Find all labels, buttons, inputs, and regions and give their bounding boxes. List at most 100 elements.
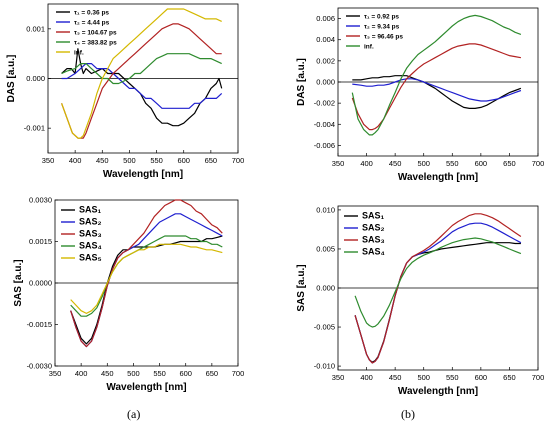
y-tick-label: -0.002 bbox=[314, 99, 335, 108]
x-axis-label: Wavelength [nm] bbox=[398, 172, 478, 183]
x-axis-label: Wavelength [nm] bbox=[106, 382, 186, 393]
legend-entry: SAS₅ bbox=[79, 253, 102, 263]
x-tick-label: 400 bbox=[75, 369, 88, 378]
x-tick-label: 550 bbox=[446, 373, 459, 382]
y-tick-label: 0.004 bbox=[316, 35, 335, 44]
legend-entry: SAS₄ bbox=[79, 241, 102, 251]
y-tick-label: -0.0015 bbox=[27, 320, 52, 329]
legend-entry: SAS₁ bbox=[79, 205, 102, 215]
legend-entry: τ₁ = 0.36 ps bbox=[74, 10, 109, 17]
x-tick-label: 450 bbox=[389, 373, 402, 382]
legend: SAS₁ SAS₂ SAS₃ SAS₄ bbox=[344, 211, 385, 257]
y-tick-label: -0.010 bbox=[314, 362, 335, 371]
legend-entry: SAS₂ bbox=[362, 223, 385, 233]
y-tick-label: 0.010 bbox=[316, 205, 335, 214]
legend-entry: SAS₃ bbox=[79, 229, 102, 239]
legend: SAS₁ SAS₂ SAS₃ SAS₄ SAS₅ bbox=[61, 205, 102, 263]
x-tick-label: 350 bbox=[332, 159, 345, 168]
series-line-4 bbox=[61, 53, 222, 85]
panel-label-b: (b) bbox=[401, 407, 415, 421]
legend-entry: τ₃ = 104.67 ps bbox=[74, 30, 117, 37]
legend-entry: τ₁ = 0.92 ps bbox=[364, 14, 399, 21]
x-axis-label: Wavelength [nm] bbox=[103, 169, 183, 180]
x-tick-label: 650 bbox=[205, 156, 218, 165]
series-line-3 bbox=[70, 199, 223, 348]
legend: τ₁ = 0.36 ps τ₂ = 4.44 ps τ₃ = 104.67 ps τ₄… bbox=[56, 10, 117, 57]
y-tick-label: 0.006 bbox=[316, 14, 335, 23]
x-axis-label: Wavelength [nm] bbox=[398, 386, 478, 397]
y-tick-label: 0.0030 bbox=[29, 196, 52, 205]
x-tick-label: 650 bbox=[503, 159, 516, 168]
y-tick-label: 0.000 bbox=[316, 78, 335, 87]
legend-entry: inf. bbox=[74, 50, 84, 57]
panel-label-a: (a) bbox=[127, 407, 141, 421]
series-line-3 bbox=[351, 43, 522, 131]
x-tick-label: 350 bbox=[49, 369, 62, 378]
chart-das-b: 350 400 450 500 550 600 650 700 -0.006 -0.004 -0.0… bbox=[296, 7, 545, 183]
x-tick-label: 600 bbox=[179, 369, 192, 378]
x-tick-label: 450 bbox=[96, 156, 109, 165]
x-tick-label: 700 bbox=[232, 156, 245, 165]
x-tick-label: 500 bbox=[417, 373, 430, 382]
y-axis-label: SAS [a.u.] bbox=[13, 259, 24, 306]
legend-entry: inf. bbox=[364, 44, 374, 51]
series-line-4 bbox=[70, 235, 223, 317]
y-tick-label: -0.006 bbox=[314, 141, 335, 150]
series-line-4 bbox=[354, 237, 522, 328]
series-line-1 bbox=[70, 235, 223, 345]
x-tick-label: 400 bbox=[360, 373, 373, 382]
series-line-1 bbox=[61, 48, 223, 127]
x-tick-label: 700 bbox=[232, 369, 245, 378]
x-tick-label: 700 bbox=[532, 159, 545, 168]
x-tick-label: 700 bbox=[532, 373, 545, 382]
legend: τ₁ = 0.92 ps τ₂ = 9.34 ps τ₃ = 96.46 ps inf… bbox=[346, 14, 403, 51]
series-line-5 bbox=[61, 8, 222, 139]
series-line-1 bbox=[354, 242, 521, 363]
x-tick-label: 350 bbox=[332, 373, 345, 382]
x-tick-label: 600 bbox=[475, 159, 488, 168]
y-tick-label: -0.001 bbox=[24, 124, 45, 133]
chart-sas-b: 350 400 450 500 550 600 650 700 -0.010 -0.005 0.00… bbox=[296, 205, 544, 397]
legend-entry: SAS₁ bbox=[362, 211, 385, 221]
legend-entry: SAS₂ bbox=[79, 217, 102, 227]
series-line-4 bbox=[351, 14, 522, 136]
x-tick-label: 450 bbox=[101, 369, 114, 378]
series-line-1 bbox=[352, 75, 522, 109]
series-line-3 bbox=[61, 23, 222, 139]
y-tick-label: 0.002 bbox=[316, 56, 335, 65]
y-tick-label: 0.000 bbox=[26, 74, 45, 83]
y-tick-label: -0.004 bbox=[314, 120, 335, 129]
y-tick-label: 0.005 bbox=[316, 244, 335, 253]
y-tick-label: 0.0000 bbox=[29, 279, 52, 288]
y-tick-label: 0.000 bbox=[316, 284, 335, 293]
x-tick-label: 650 bbox=[206, 369, 219, 378]
y-axis-label: DAS [a.u.] bbox=[296, 58, 307, 106]
legend-entry: τ₄ = 383.82 ps bbox=[74, 40, 117, 47]
x-tick-label: 550 bbox=[150, 156, 163, 165]
x-tick-label: 600 bbox=[177, 156, 190, 165]
x-tick-label: 350 bbox=[42, 156, 55, 165]
x-tick-label: 400 bbox=[69, 156, 82, 165]
legend-entry: τ₃ = 96.46 ps bbox=[364, 34, 403, 41]
chart-das-a: 350 400 450 500 550 600 650 700 -0.001 0.000 0.001… bbox=[6, 3, 245, 180]
legend-entry: SAS₃ bbox=[362, 235, 385, 245]
series-line-5 bbox=[70, 243, 223, 314]
series-line-3 bbox=[354, 213, 522, 364]
x-tick-label: 550 bbox=[446, 159, 459, 168]
legend-entry: τ₂ = 9.34 ps bbox=[364, 24, 400, 31]
x-tick-label: 500 bbox=[123, 156, 136, 165]
y-tick-label: 0.0015 bbox=[29, 237, 52, 246]
x-tick-label: 450 bbox=[389, 159, 402, 168]
y-tick-label: 0.001 bbox=[26, 24, 45, 33]
x-tick-label: 600 bbox=[475, 373, 488, 382]
legend-entry: SAS₄ bbox=[362, 247, 385, 257]
legend-entry: τ₂ = 4.44 ps bbox=[74, 20, 110, 27]
series-line-2 bbox=[61, 63, 223, 109]
x-tick-label: 550 bbox=[153, 369, 166, 378]
series-line-2 bbox=[352, 78, 522, 102]
x-tick-label: 500 bbox=[127, 369, 140, 378]
y-axis-label: DAS [a.u.] bbox=[6, 55, 17, 103]
y-tick-label: -0.005 bbox=[314, 323, 335, 332]
x-tick-label: 650 bbox=[503, 373, 516, 382]
